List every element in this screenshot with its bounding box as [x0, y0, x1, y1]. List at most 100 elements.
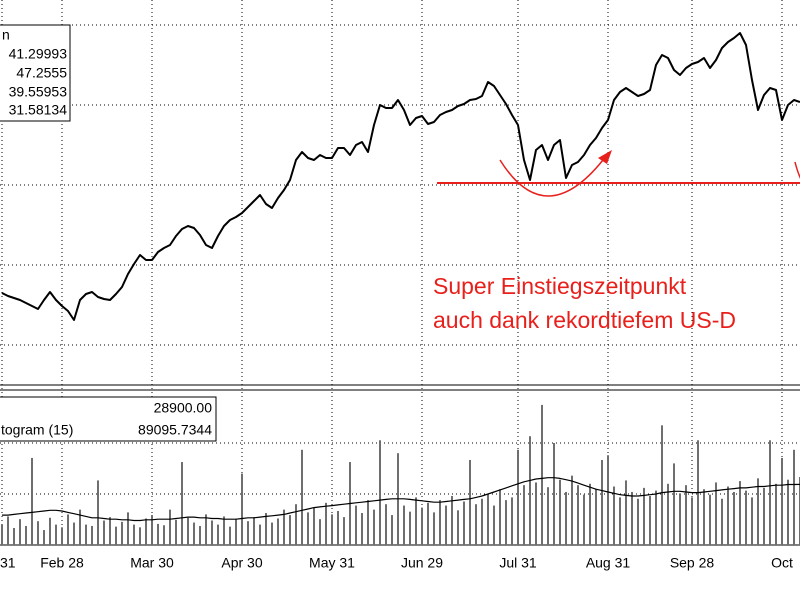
arrow-head [598, 150, 612, 164]
volume-bar [103, 520, 105, 545]
volume-bar [529, 436, 531, 545]
volume-bar [475, 504, 477, 545]
volume-bar [667, 483, 669, 545]
legend-value: 89095.7344 [138, 422, 212, 438]
volume-bar [793, 449, 795, 545]
volume-bar [601, 460, 603, 545]
volume-bar [79, 509, 81, 545]
volume-bar [391, 515, 393, 545]
volume-bar [361, 513, 363, 545]
volume-bar [25, 525, 27, 545]
volume-bar [763, 487, 765, 545]
volume-bar [199, 525, 201, 545]
volume-bar [169, 509, 171, 545]
volume-bar [181, 462, 183, 545]
volume-bar [367, 500, 369, 545]
volume-bar [511, 497, 513, 545]
volume-bar [781, 457, 783, 545]
volume-bar [745, 490, 747, 545]
legend-value: 47.2555 [16, 65, 67, 81]
volume-bar [43, 530, 45, 545]
volume-bar [403, 505, 405, 545]
volume-bar [565, 491, 567, 545]
volume-bar [301, 449, 303, 545]
volume-bar [577, 485, 579, 545]
x-tick-label: Jun 29 [401, 555, 443, 571]
volume-bar [691, 497, 693, 545]
legend-value: 28900.00 [154, 400, 213, 416]
volume-bar [583, 494, 585, 545]
legend-box [0, 24, 71, 122]
volume-bar [619, 497, 621, 545]
volume-bar [373, 509, 375, 545]
volume-bar [73, 522, 75, 545]
volume-bar [559, 479, 561, 545]
volume-bar [325, 502, 327, 545]
volume-bar [595, 489, 597, 545]
volume-bar [463, 501, 465, 545]
volume-bar [7, 516, 9, 545]
volume-bar [19, 519, 21, 545]
volume-bar [571, 475, 573, 545]
volume-bar [61, 527, 63, 545]
volume-bar [715, 482, 717, 545]
legend-value: 31.58134 [9, 102, 68, 118]
volume-bar [247, 521, 249, 545]
volume-bar [505, 500, 507, 545]
volume-bar [37, 521, 39, 545]
volume-bar [85, 524, 87, 545]
legend-value: 39.55953 [9, 84, 68, 100]
arc-arrow [499, 159, 604, 197]
volume-bar [385, 504, 387, 545]
volume-bar [439, 500, 441, 545]
volume-bar [751, 497, 753, 545]
volume-bar [127, 512, 129, 545]
volume-bar [775, 483, 777, 545]
volume-bar [115, 526, 117, 545]
x-tick-label: Sep 28 [670, 555, 715, 571]
volume-bar [241, 473, 243, 545]
volume-bar [235, 519, 237, 545]
volume-bar [517, 449, 519, 545]
volume-bar [1, 524, 3, 545]
volume-legend: 28900.00 togram (15) 89095.7344 [0, 396, 217, 442]
volume-bar [157, 523, 159, 545]
line-series [2, 477, 800, 522]
volume-bar [589, 483, 591, 545]
volume-bar [733, 491, 735, 545]
volume-bar [613, 486, 615, 545]
volume-bar [151, 515, 153, 545]
volume-bar [187, 517, 189, 545]
volume-bar [217, 524, 219, 545]
marks [1, 32, 800, 545]
volume-bar [457, 510, 459, 545]
line-series [1, 32, 800, 321]
volume-bar [415, 497, 417, 545]
volume-bar [787, 479, 789, 545]
volume-bar [631, 491, 633, 545]
volume-bar [409, 511, 411, 545]
volume-bar [91, 525, 93, 545]
volume-bar [121, 521, 123, 545]
x-tick-label: Jul 31 [499, 555, 537, 571]
volume-bar [487, 494, 489, 545]
x-labels: 31 Feb 28 Mar 30 Apr 30 May 31 Jun 29 Jul 31 Au… [0, 555, 793, 571]
volume-bar [469, 460, 471, 545]
volume-bar [211, 520, 213, 545]
volume-bar [343, 517, 345, 545]
volume-bar [259, 524, 261, 545]
volume-bar [493, 505, 495, 545]
legend-label: togram (15) [1, 422, 73, 438]
x-tick-label: 31 [0, 555, 16, 571]
volume-bar [295, 504, 297, 545]
volume-bar [451, 496, 453, 545]
annotation: auch dank rekordtiefem US-D [433, 307, 736, 333]
volume-bar [283, 509, 285, 545]
volume-bar [673, 463, 675, 545]
volume-bar [379, 440, 381, 545]
volume-bar [625, 480, 627, 545]
volume-bar [331, 514, 333, 545]
volume-bar [553, 443, 555, 545]
volume-bar [721, 498, 723, 545]
